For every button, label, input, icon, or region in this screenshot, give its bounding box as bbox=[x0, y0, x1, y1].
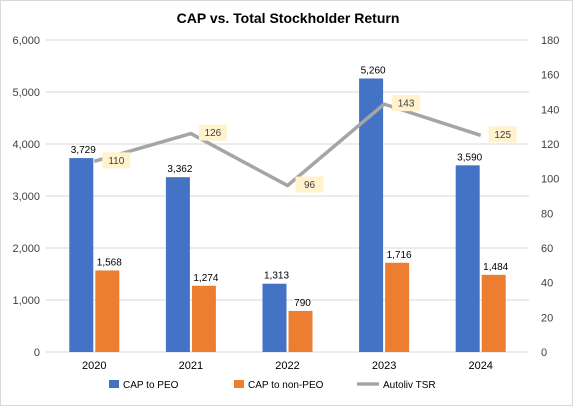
legend-label: CAP to non-PEO bbox=[248, 380, 324, 391]
y-tick-label: 6,000 bbox=[12, 35, 40, 47]
bar-cap-peo bbox=[455, 165, 480, 352]
y2-tick-label: 120 bbox=[541, 139, 559, 151]
y2-tick-label: 60 bbox=[541, 243, 553, 255]
y-tick-label: 4,000 bbox=[12, 139, 40, 151]
tsr-data-label: 110 bbox=[108, 156, 124, 167]
tsr-data-label: 125 bbox=[494, 130, 511, 141]
y-tick-label: 1,000 bbox=[12, 295, 40, 307]
bar-data-label: 1,313 bbox=[264, 271, 289, 282]
bar-data-label: 1,716 bbox=[387, 250, 412, 261]
y-tick-label: 0 bbox=[34, 347, 40, 359]
tsr-label-box bbox=[198, 124, 227, 141]
y-tick-label: 3,000 bbox=[12, 191, 40, 203]
bar-data-label: 1,568 bbox=[97, 257, 122, 268]
y2-tick-label: 160 bbox=[541, 70, 559, 82]
y2-tick-label: 40 bbox=[541, 278, 553, 290]
y2-tick-label: 140 bbox=[541, 104, 559, 116]
y-tick-label: 2,000 bbox=[12, 243, 40, 255]
bar-data-label: 1,484 bbox=[483, 262, 508, 273]
y-tick-label: 5,000 bbox=[12, 87, 40, 99]
bar-data-label: 3,729 bbox=[71, 145, 96, 156]
bar-cap-non-peo bbox=[481, 274, 506, 352]
bar-cap-non-peo bbox=[95, 270, 120, 352]
bar-cap-peo bbox=[165, 177, 190, 352]
chart-title: CAP vs. Total Stockholder Return bbox=[177, 10, 400, 26]
tsr-data-label: 143 bbox=[398, 99, 415, 110]
bar-cap-non-peo bbox=[191, 285, 216, 352]
bar-data-label: 1,274 bbox=[193, 273, 218, 284]
bar-cap-peo bbox=[69, 158, 94, 352]
bar-cap-peo bbox=[359, 78, 384, 352]
legend-label: Autoliv TSR bbox=[383, 380, 436, 391]
bar-cap-peo bbox=[262, 283, 287, 352]
x-tick-label: 2023 bbox=[372, 360, 396, 372]
bar-data-label: 3,590 bbox=[457, 152, 482, 163]
tsr-label-box bbox=[102, 152, 131, 169]
y2-tick-label: 100 bbox=[541, 174, 559, 186]
legend-swatch bbox=[234, 380, 244, 388]
x-tick-label: 2020 bbox=[82, 360, 106, 372]
x-tick-label: 2021 bbox=[179, 360, 203, 372]
y2-tick-label: 80 bbox=[541, 208, 553, 220]
y2-tick-label: 0 bbox=[541, 347, 547, 359]
tsr-data-label: 126 bbox=[205, 128, 222, 139]
x-tick-label: 2022 bbox=[275, 360, 299, 372]
bar-data-label: 790 bbox=[294, 298, 311, 309]
tsr-label-box bbox=[488, 126, 517, 143]
legend-swatch bbox=[109, 380, 119, 388]
bar-cap-non-peo bbox=[288, 310, 313, 352]
y2-tick-label: 180 bbox=[541, 35, 559, 47]
bar-data-label: 5,260 bbox=[361, 65, 386, 76]
bar-cap-non-peo bbox=[385, 262, 410, 352]
legend-label: CAP to PEO bbox=[123, 380, 179, 391]
tsr-label-box bbox=[295, 176, 324, 193]
x-tick-label: 2024 bbox=[468, 360, 492, 372]
tsr-data-label: 96 bbox=[304, 180, 316, 191]
tsr-line bbox=[93, 102, 482, 188]
y2-tick-label: 20 bbox=[541, 312, 553, 324]
bar-data-label: 3,362 bbox=[167, 164, 192, 175]
tsr-label-box bbox=[392, 95, 421, 112]
